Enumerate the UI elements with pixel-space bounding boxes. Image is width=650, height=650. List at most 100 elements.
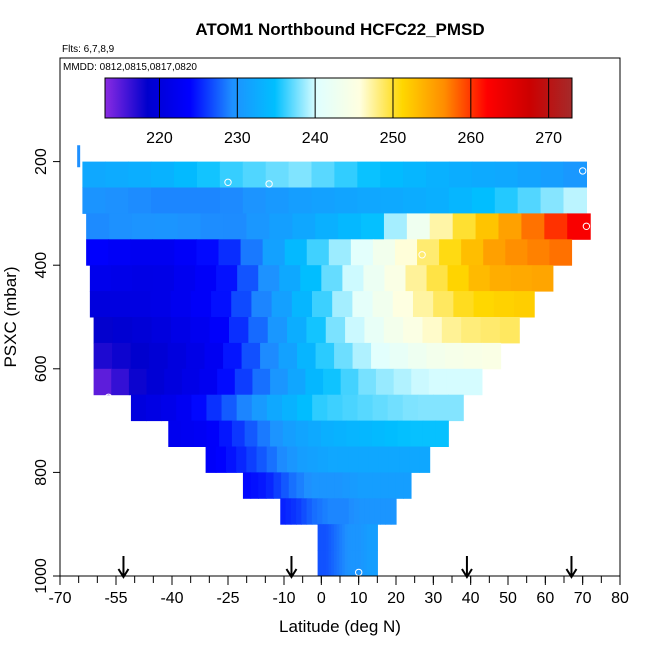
heatmap-cell — [131, 265, 154, 292]
heatmap-cell — [265, 187, 290, 214]
colorbar-gradient — [105, 78, 572, 118]
x-tick-label: 10 — [350, 590, 368, 607]
heatmap-cell — [251, 291, 273, 318]
heatmap-cell — [174, 239, 198, 266]
heatmap-cell — [211, 291, 232, 318]
heatmap-cell — [296, 472, 305, 499]
heatmap-cell — [297, 342, 317, 370]
colorbar-tick-label: 270 — [535, 130, 562, 147]
heatmap-cell — [348, 446, 359, 473]
heatmap-cell — [312, 291, 333, 318]
heatmap-cell — [380, 187, 404, 214]
heatmap-cell — [432, 394, 449, 422]
heatmap-cell — [426, 187, 450, 214]
heatmap-cell — [168, 420, 182, 447]
heatmap-cell — [342, 550, 346, 576]
heatmap-cell — [364, 498, 371, 525]
heatmap-cell — [176, 394, 192, 422]
heatmap-cell — [384, 265, 407, 292]
heatmap-cell — [150, 291, 172, 318]
heatmap-cell — [229, 317, 249, 344]
heatmap-cell — [287, 446, 298, 473]
heatmap-cell — [346, 420, 360, 447]
heatmap-cell — [402, 394, 419, 422]
chart-title: ATOM1 Northbound HCFC22_PMSD — [195, 20, 484, 39]
y-tick-label: 1000 — [33, 558, 50, 594]
heatmap-cell — [406, 213, 431, 240]
heatmap-cell — [146, 394, 162, 422]
heatmap-cell — [320, 524, 324, 551]
heatmap-cell — [435, 420, 449, 447]
heatmap-cell — [308, 420, 322, 447]
heatmap-cell — [417, 239, 440, 266]
heatmap-cell — [196, 187, 221, 214]
heatmap-cell — [323, 524, 327, 551]
heatmap-cell — [177, 213, 202, 240]
heatmap-cell — [410, 420, 424, 447]
heatmap-cell — [180, 420, 195, 447]
heatmap-cell — [383, 317, 404, 344]
heatmap-cell — [290, 498, 297, 525]
heatmap-cell — [110, 291, 131, 318]
heatmap-cell — [328, 550, 332, 576]
heatmap-cell — [154, 213, 179, 240]
heatmap-cell — [296, 498, 302, 525]
heatmap-cell — [221, 394, 238, 422]
heatmap-cell — [132, 317, 153, 344]
heatmap-cell — [405, 265, 428, 292]
heatmap-cell — [151, 187, 175, 214]
heatmap-cell — [336, 524, 340, 551]
heatmap-cell — [258, 472, 267, 499]
heatmap-cell — [521, 213, 545, 240]
heatmap-cell — [374, 550, 378, 576]
heatmap-cell — [328, 239, 352, 266]
heatmap-cell — [170, 291, 192, 318]
heatmap-cell — [262, 239, 286, 266]
heatmap-cell — [364, 317, 385, 344]
sample-point — [418, 251, 426, 259]
heatmap-cell — [151, 317, 172, 344]
heatmap-cell — [282, 420, 297, 447]
x-tick-label: -10 — [272, 590, 295, 607]
colorbar-tick-label: 260 — [457, 130, 484, 147]
heatmap-cell — [369, 524, 373, 551]
heatmap-cell — [200, 213, 225, 240]
heatmap-cell — [344, 550, 349, 576]
heatmap-cell — [105, 187, 129, 214]
heatmap-cell — [355, 524, 359, 551]
heatmap-cell — [408, 342, 428, 370]
heatmap-cell — [403, 472, 412, 499]
heatmap-cell — [352, 524, 357, 551]
heatmap-cell — [372, 394, 389, 422]
heatmap-cell — [130, 291, 152, 318]
heatmap-cell — [206, 394, 223, 422]
heatmap-cell — [242, 472, 252, 499]
heatmap-cell — [338, 498, 344, 525]
heatmap-cell — [448, 161, 473, 188]
heatmap-cell — [365, 472, 374, 499]
heatmap-cell — [429, 213, 454, 240]
heatmap-cell — [190, 317, 211, 344]
heatmap-cell — [199, 368, 218, 396]
heatmap-cell — [219, 420, 233, 447]
heatmap-cell — [352, 342, 372, 370]
heatmap-cell — [540, 187, 565, 214]
heatmap-cell — [422, 317, 443, 344]
heatmap-cell — [372, 291, 394, 318]
heatmap-cell — [392, 291, 414, 318]
heatmap-cell — [387, 394, 404, 422]
heatmap-cell — [322, 498, 329, 525]
heatmap-cell — [270, 420, 284, 447]
heatmap-cell — [342, 472, 351, 499]
heatmap-cell — [258, 265, 280, 292]
heatmap-cell — [93, 368, 112, 396]
heatmap-cell — [494, 187, 519, 214]
heatmap-cell — [323, 550, 327, 576]
x-tick-label: 40 — [462, 590, 480, 607]
heatmap-cell — [369, 550, 373, 576]
x-tick-label: 20 — [387, 590, 405, 607]
heatmap-cell — [343, 498, 350, 525]
heatmap-cell — [448, 394, 464, 422]
heatmap-cell — [327, 498, 334, 525]
heatmap-cell — [426, 265, 449, 292]
